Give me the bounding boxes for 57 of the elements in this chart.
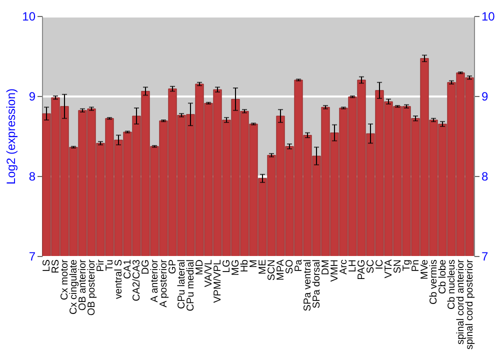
x-tick-label: DM — [320, 260, 332, 276]
x-tick-label: CA1 — [122, 259, 134, 279]
x-tick-label: Pn — [410, 260, 422, 272]
x-tick-label: Cb nucleus — [446, 260, 458, 310]
x-tick-label: SPa dorsal — [312, 260, 322, 308]
y2-tick-label: 10 — [482, 10, 496, 24]
y-tick-label: 8 — [28, 170, 36, 184]
x-tick-label: Tu — [104, 260, 116, 271]
x-tick-label: Arc — [338, 260, 350, 274]
y-tick-label: 10 — [22, 10, 36, 24]
x-tick-label: ME — [258, 259, 268, 274]
x-tick-label: DG — [140, 259, 152, 274]
x-tick-label: CPu lateral — [176, 260, 188, 309]
x-tick-label: A posterior — [158, 258, 170, 308]
x-tick-label: Pir — [96, 258, 106, 272]
y-tick-label: 7 — [28, 250, 36, 264]
x-tick-label: Cb vermis — [428, 260, 440, 305]
x-tick-label: SO — [284, 259, 296, 274]
x-tick-label: SC — [366, 260, 376, 274]
x-tick-label: GP — [168, 259, 178, 274]
x-tick-label: CPu medial — [186, 260, 196, 312]
x-tick-label: VTA — [384, 259, 394, 278]
x-tick-label: VA/VL — [204, 259, 214, 288]
x-tick-label: Cb lobe — [438, 259, 448, 294]
x-tick-label: LS — [42, 259, 52, 272]
y-axis-title: Log2 (expression) — [4, 88, 18, 185]
x-tick-label: MD — [194, 260, 206, 276]
x-tick-label: Pa — [294, 259, 304, 272]
x-tick-label: PAG — [356, 259, 368, 280]
x-tick-label: MVe — [420, 259, 430, 280]
x-tick-label: M — [248, 260, 260, 268]
x-tick-label: Cx motor — [60, 258, 70, 300]
x-tick-label: spinal cord anterior — [456, 258, 466, 345]
x-tick-label: CA2/CA3 — [132, 259, 142, 302]
y2-tick-label: 8 — [482, 170, 488, 184]
x-tick-label: Cx cingulate — [68, 259, 80, 315]
x-tick-label: VMH — [330, 260, 340, 282]
x-tick-label: Hb — [240, 259, 250, 272]
x-tick-label: IC — [374, 260, 386, 270]
x-tick-label: MG — [230, 259, 242, 276]
x-tick-label: ventral S — [114, 259, 124, 299]
x-tick-label: SN — [392, 260, 404, 274]
x-tick-label: VPM/VPL — [212, 259, 224, 303]
x-tick-label: SPa ventral — [302, 260, 314, 312]
x-tick-label: spinal cord posterior — [464, 258, 476, 350]
x-tick-label: LG — [222, 259, 232, 273]
y-tick-label: 9 — [28, 90, 36, 104]
x-tick-label: LH — [348, 260, 358, 272]
x-tick-label: A anterior — [150, 258, 160, 302]
x-tick-label: Tg — [402, 260, 412, 272]
x-tick-label: SCN — [266, 260, 278, 281]
x-tick-label: OB posterior — [86, 258, 98, 316]
x-tick-label: RS — [50, 259, 62, 274]
y2-tick-label: 9 — [482, 90, 488, 104]
x-tick-label: OB anterior — [78, 258, 88, 311]
y2-tick-label: 7 — [482, 250, 488, 264]
x-tick-label: MPA — [276, 259, 286, 280]
